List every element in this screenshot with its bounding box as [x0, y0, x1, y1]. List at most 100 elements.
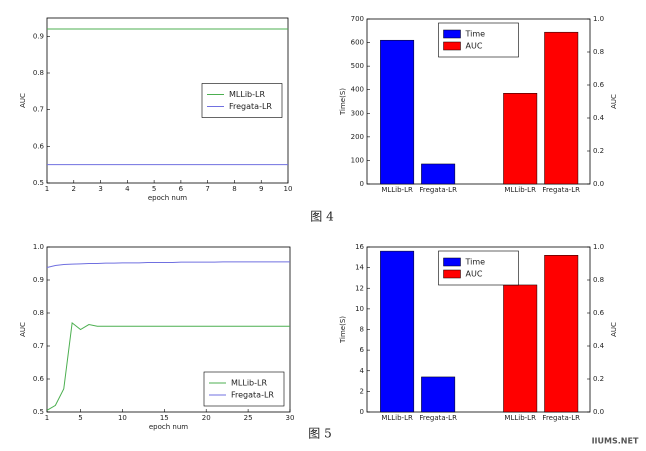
- y-tick-label: 0.8: [33, 69, 44, 77]
- line-series: [46, 261, 290, 268]
- caption: 图 4: [310, 210, 334, 224]
- bar: [544, 255, 579, 413]
- y2-tick-label: 0.2: [593, 147, 604, 155]
- y-tick-label: 500: [351, 62, 364, 70]
- y2-tick-label: 1.0: [593, 243, 604, 251]
- x-tick-label: 10: [284, 185, 293, 193]
- y2-tick-label: 0.0: [593, 180, 604, 188]
- y2-tick-label: 0.8: [593, 48, 604, 56]
- x-tick-label: Fregata-LR: [419, 414, 457, 422]
- y-tick-label: 200: [351, 133, 364, 141]
- y2-axis-label: AUC: [610, 94, 618, 109]
- x-tick-label: 4: [125, 185, 130, 193]
- y2-tick-label: 0.4: [593, 114, 605, 122]
- y-axis-label: AUC: [19, 322, 27, 337]
- x-tick-label: 5: [78, 414, 82, 422]
- y-tick-label: 0.5: [33, 408, 44, 416]
- legend-label: MLLib-LR: [231, 379, 267, 388]
- x-tick-label: 1: [45, 414, 49, 422]
- y-tick-label: 300: [351, 109, 364, 117]
- y2-tick-label: 0.6: [593, 309, 605, 317]
- y-tick-label: 0.7: [33, 106, 44, 114]
- y-axis-label: Time(S): [339, 316, 347, 344]
- y-tick-label: 1.0: [33, 243, 44, 251]
- y2-tick-label: 1.0: [593, 15, 604, 23]
- y2-tick-label: 0.0: [593, 408, 604, 416]
- line-series: [46, 321, 290, 411]
- y-tick-label: 12: [355, 284, 364, 292]
- x-tick-label: 20: [202, 414, 211, 422]
- x-axis-label: epoch num: [149, 423, 188, 431]
- legend-label: Time: [465, 258, 486, 267]
- y-tick-label: 0.9: [33, 276, 44, 284]
- y-tick-label: 0: [360, 408, 364, 416]
- bar: [421, 376, 456, 413]
- y-tick-label: 8: [360, 326, 364, 334]
- y-tick-label: 2: [360, 387, 364, 395]
- legend-label: AUC: [466, 42, 483, 51]
- watermark: IIUMS.NET: [592, 437, 639, 446]
- x-tick-label: 25: [244, 414, 253, 422]
- caption: 图 5: [308, 427, 331, 441]
- y-tick-label: 400: [351, 86, 364, 94]
- x-tick-label: MLLib-LR: [504, 414, 536, 422]
- legend-label: Time: [465, 30, 486, 39]
- bar: [380, 250, 415, 413]
- legend-box: [438, 250, 519, 286]
- x-tick-label: Fregata-LR: [419, 186, 457, 194]
- x-tick-label: MLLib-LR: [381, 186, 413, 194]
- bar: [503, 284, 538, 413]
- y-tick-label: 600: [351, 39, 364, 47]
- y-tick-label: 0.5: [33, 179, 44, 187]
- y2-tick-label: 0.8: [593, 276, 604, 284]
- y2-tick-label: 0.4: [593, 342, 605, 350]
- y-axis-label: AUC: [19, 93, 27, 108]
- legend-box: [201, 83, 283, 118]
- legend-label: Fregata-LR: [231, 391, 274, 400]
- x-tick-label: 8: [232, 185, 236, 193]
- y2-tick-label: 0.2: [593, 375, 604, 383]
- legend-box: [438, 22, 519, 58]
- legend-label: MLLib-LR: [229, 90, 265, 99]
- x-tick-label: 7: [205, 185, 209, 193]
- y-tick-label: 0.7: [33, 342, 44, 350]
- y-tick-label: 0.8: [33, 309, 44, 317]
- legend-swatch: [443, 41, 461, 51]
- bar: [544, 31, 579, 185]
- y-tick-label: 10: [355, 305, 364, 313]
- legend-swatch: [443, 257, 461, 267]
- legend-swatch: [443, 29, 461, 39]
- x-tick-label: 2: [72, 185, 76, 193]
- x-tick-label: Fregata-LR: [542, 414, 580, 422]
- x-axis-label: epoch num: [148, 194, 187, 202]
- x-tick-label: 5: [152, 185, 156, 193]
- y-tick-label: 6: [360, 346, 365, 354]
- x-tick-label: MLLib-LR: [504, 186, 536, 194]
- x-tick-label: 6: [179, 185, 184, 193]
- y2-axis-label: AUC: [610, 322, 618, 337]
- x-tick-label: 30: [286, 414, 295, 422]
- y-tick-label: 0.6: [33, 142, 45, 150]
- x-tick-label: 1: [45, 185, 49, 193]
- y-tick-label: 0.9: [33, 32, 44, 40]
- x-tick-label: 9: [259, 185, 263, 193]
- x-tick-label: MLLib-LR: [381, 414, 413, 422]
- x-tick-label: 10: [118, 414, 127, 422]
- y-tick-label: 0.6: [33, 375, 45, 383]
- x-tick-label: 15: [160, 414, 169, 422]
- legend-box: [203, 371, 285, 407]
- y-axis-label: Time(S): [339, 88, 347, 116]
- x-tick-label: Fregata-LR: [542, 186, 580, 194]
- y-tick-label: 14: [355, 264, 364, 272]
- bar: [503, 93, 538, 185]
- y-tick-label: 100: [351, 156, 364, 164]
- legend-swatch: [443, 269, 461, 279]
- y-tick-label: 4: [360, 367, 365, 375]
- x-tick-label: 3: [98, 185, 102, 193]
- legend-label: Fregata-LR: [229, 102, 272, 111]
- bar: [421, 163, 456, 185]
- y-tick-label: 0: [360, 180, 364, 188]
- y2-tick-label: 0.6: [593, 81, 605, 89]
- y-tick-label: 700: [351, 15, 364, 23]
